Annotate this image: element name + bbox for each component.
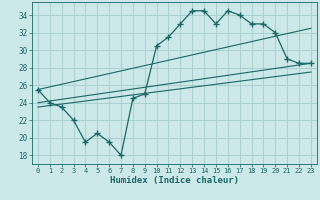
X-axis label: Humidex (Indice chaleur): Humidex (Indice chaleur)	[110, 176, 239, 185]
